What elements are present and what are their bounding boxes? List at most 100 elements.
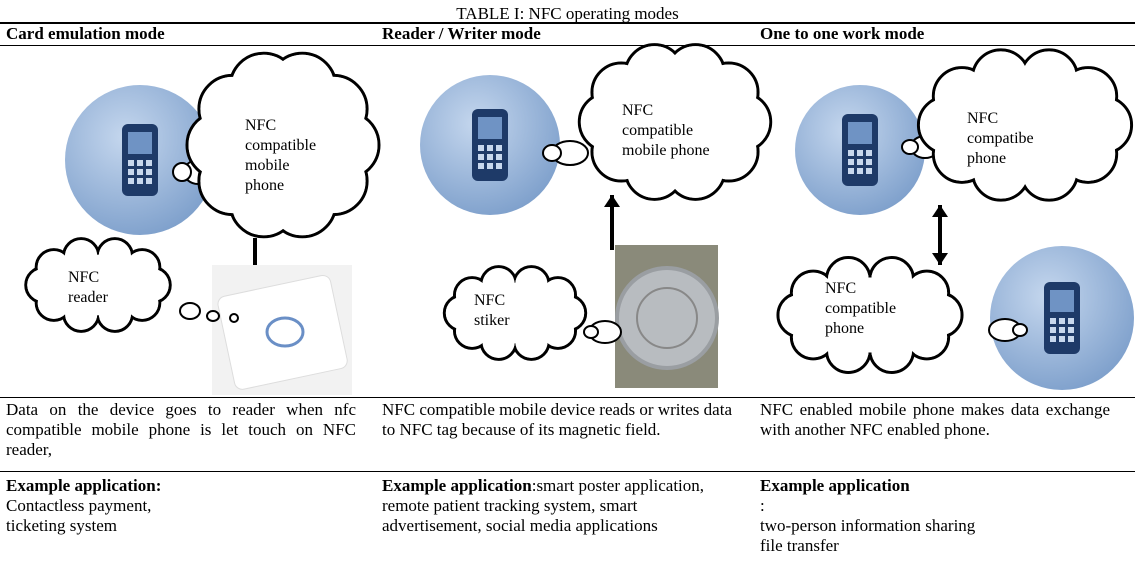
thought-bubble xyxy=(206,310,220,322)
example-text: : xyxy=(760,496,765,515)
phone-icon xyxy=(122,124,158,196)
phone-key xyxy=(1068,327,1074,333)
thought-bubble xyxy=(179,302,201,320)
cloud-label: NFC xyxy=(825,280,856,297)
phone-key xyxy=(128,169,134,175)
column-header: One to one work mode xyxy=(760,24,925,43)
example: Example application: two-person informati… xyxy=(760,476,1112,556)
cloud-label: NFC xyxy=(967,110,998,127)
nfc-sticker xyxy=(615,266,719,370)
phone-key xyxy=(128,160,134,166)
cloud-label: reader xyxy=(68,289,109,306)
phone-icon xyxy=(842,114,878,186)
description: NFC enabled mobile phone makes data exch… xyxy=(760,400,1110,439)
arrow-head xyxy=(932,253,948,265)
nfc-logo xyxy=(265,316,305,348)
phone-key xyxy=(478,145,484,151)
cloud-label: phone xyxy=(967,150,1006,167)
phone-screen xyxy=(1050,290,1074,312)
example: Example application:smart poster applica… xyxy=(382,476,734,536)
thought-bubble xyxy=(542,144,562,162)
rule xyxy=(0,22,1135,24)
phone-key xyxy=(137,178,143,184)
cloud-label: stiker xyxy=(474,312,510,329)
example-text: Contactless payment, xyxy=(6,496,152,515)
arrow-head xyxy=(932,205,948,217)
rule xyxy=(0,471,1135,472)
example-label: Example application: xyxy=(6,476,162,495)
phone-key xyxy=(137,160,143,166)
cloud-label: NFC xyxy=(474,292,505,309)
phone-key xyxy=(857,159,863,165)
cloud-label: NFC xyxy=(68,269,99,286)
thought-bubble xyxy=(583,325,599,339)
rule xyxy=(0,45,1135,46)
phone-screen xyxy=(848,122,872,144)
cloud-label: NFC xyxy=(245,117,276,134)
phone-key xyxy=(487,163,493,169)
phone-key xyxy=(848,168,854,174)
column-header: Reader / Writer mode xyxy=(382,24,541,43)
cloud-label: compatibe xyxy=(967,130,1034,147)
phone-key xyxy=(496,145,502,151)
phone-key xyxy=(478,163,484,169)
phone-key xyxy=(146,178,152,184)
thought-bubble xyxy=(229,313,239,323)
column-header: Card emulation mode xyxy=(6,24,165,43)
example: Example application: Contactless payment,… xyxy=(6,476,358,536)
cloud-label: compatible xyxy=(245,137,316,154)
cloud-fill xyxy=(460,282,570,344)
cloud-fill xyxy=(798,277,942,353)
example-text: :smart poster application, remote patien… xyxy=(382,476,705,535)
phone-key xyxy=(478,154,484,160)
phone-key xyxy=(496,154,502,160)
phone-key xyxy=(1050,336,1056,342)
example-text: two-person information sharing xyxy=(760,516,976,535)
phone-key xyxy=(487,154,493,160)
cloud-fill xyxy=(945,76,1105,174)
phone-key xyxy=(866,150,872,156)
phone-key xyxy=(1068,318,1074,324)
example-text: file transfer xyxy=(760,536,839,555)
cloud-label: mobile xyxy=(245,157,289,174)
phone-key xyxy=(1068,336,1074,342)
phone-key xyxy=(857,168,863,174)
phone-key xyxy=(857,150,863,156)
rule xyxy=(0,397,1135,398)
cloud-label: compatible xyxy=(622,122,693,139)
arrow-head xyxy=(604,195,620,207)
phone-key xyxy=(487,145,493,151)
phone-key xyxy=(146,160,152,166)
cloud-label: compatible xyxy=(825,300,896,317)
thought-bubble xyxy=(172,162,192,182)
phone-key xyxy=(128,178,134,184)
thought-bubble xyxy=(1012,323,1028,337)
phone-key xyxy=(1059,336,1065,342)
cloud-label: mobile phone xyxy=(622,142,710,159)
cloud-fill xyxy=(42,254,154,316)
phone-icon xyxy=(1044,282,1080,354)
phone-key xyxy=(866,168,872,174)
phone-screen xyxy=(128,132,152,154)
thought-bubble xyxy=(901,139,919,155)
phone-key xyxy=(1050,327,1056,333)
phone-key xyxy=(146,169,152,175)
phone-key xyxy=(1059,318,1065,324)
cloud-label: phone xyxy=(245,177,284,194)
phone-key xyxy=(496,163,502,169)
cloud-label: phone xyxy=(825,320,864,337)
nfc-sticker-coil xyxy=(636,287,698,349)
description: Data on the device goes to reader when n… xyxy=(6,400,356,459)
example-label: Example application xyxy=(382,476,532,495)
phone-key xyxy=(137,169,143,175)
cloud-fill xyxy=(607,71,743,173)
phone-key xyxy=(1059,327,1065,333)
phone-key xyxy=(1050,318,1056,324)
example-text: ticketing system xyxy=(6,516,117,535)
diagrams: NFC compatible mobile phone NFC reader NFC comp… xyxy=(24,43,1134,395)
phone-key xyxy=(866,159,872,165)
phone-key xyxy=(848,159,854,165)
example-label: Example application xyxy=(760,476,910,495)
cloud-fill xyxy=(219,83,347,207)
